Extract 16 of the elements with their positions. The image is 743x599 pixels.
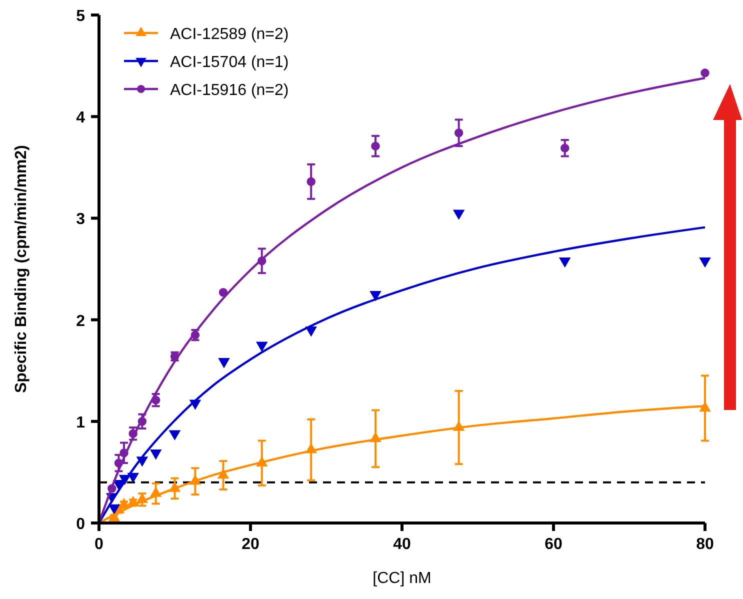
x-tick-label: 80 — [696, 536, 714, 553]
y-tick-label: 4 — [76, 110, 86, 127]
y-tick-label: 3 — [76, 211, 86, 228]
y-tick-label: 0 — [76, 516, 86, 533]
legend-label: ACI-12589 (n=2) — [170, 26, 289, 43]
x-axis-title: [CC] nM — [372, 570, 432, 587]
x-tick-label: 20 — [242, 536, 260, 553]
y-axis-title: Specific Binding (cpm/min/mm2) — [13, 144, 30, 394]
y-tick-label: 1 — [76, 414, 86, 432]
y-tick-label: 2 — [76, 312, 86, 330]
x-tick-label: 0 — [94, 536, 104, 553]
legend-label: ACI-15704 (n=1) — [170, 54, 289, 71]
x-tick-label: 40 — [393, 536, 411, 553]
legend-label: ACI-15916 (n=2) — [170, 82, 289, 99]
y-tick-label: 5 — [76, 8, 86, 25]
x-tick-label: 60 — [544, 536, 562, 553]
